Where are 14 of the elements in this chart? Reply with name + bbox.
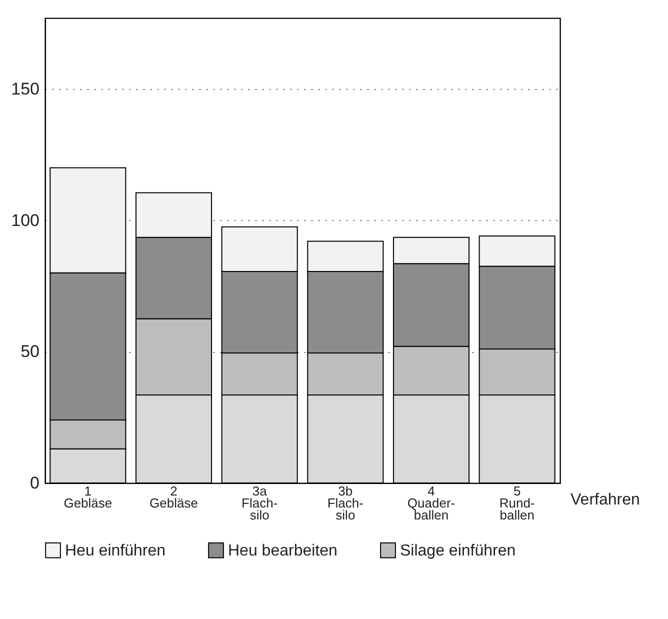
x-tick-label: 3a Flach- silo [242,484,278,522]
y-tick-label: 150 [11,79,40,98]
legend-label: Heu bearbeiten [228,542,338,560]
legend-label: Heu einführen [65,542,166,560]
y-tick-label: 50 [20,342,40,362]
y-tick-label: 0 [30,474,40,492]
legend-label: Silage einführen [400,542,516,560]
x-tick-label: 3b Flach- silo [327,484,364,522]
y-tick-label: 100 [11,210,40,230]
x-tick-label: 4 Quader- ballen [407,484,456,522]
x-axis-title: Verfahren [570,492,640,508]
x-tick-label: 5 Rund- ballen [499,484,535,522]
x-tick-label: 2 Gebläse [150,484,198,510]
x-tick-label: 1 Gebläse [64,484,112,510]
